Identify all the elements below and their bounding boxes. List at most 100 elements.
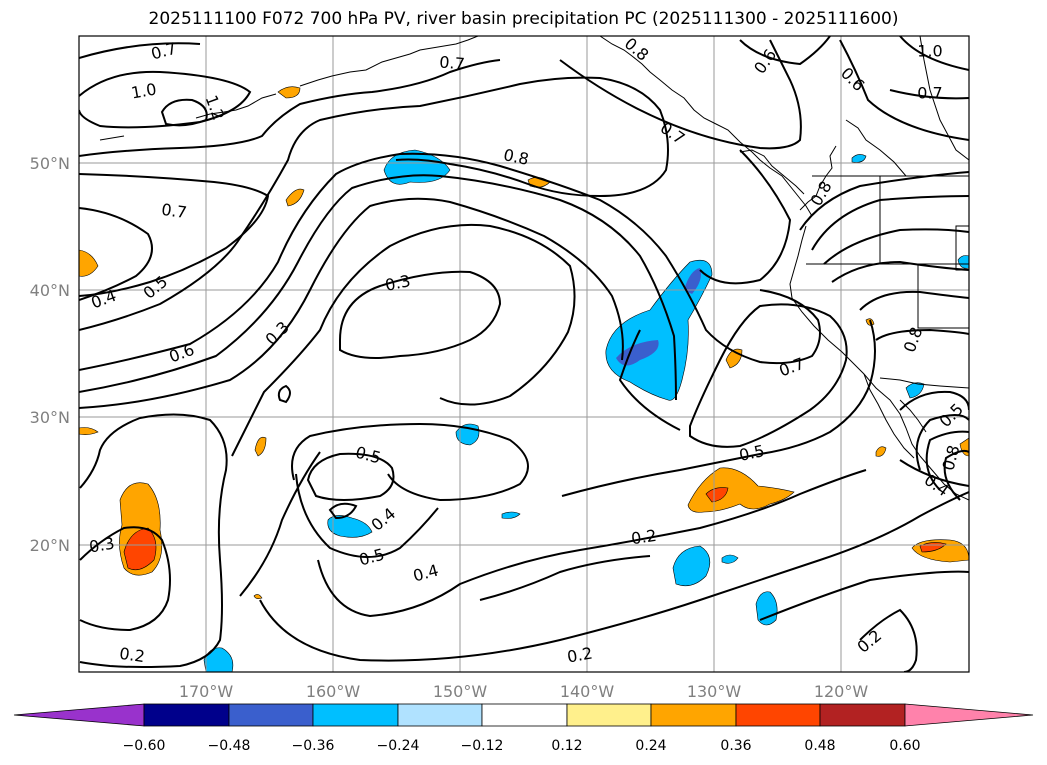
contour-line [79, 174, 677, 401]
contour-label: 1.0 [917, 42, 942, 61]
contour-line [799, 171, 969, 231]
contour-label: 0.3 [88, 533, 116, 556]
border-mex [879, 377, 969, 389]
pv-contours [79, 36, 969, 672]
colorbar-tick-label: −0.48 [208, 738, 251, 754]
precip-negative-patch [905, 382, 925, 399]
colorbar-extend-low [13, 703, 145, 727]
contour-label: 0.3 [383, 271, 412, 295]
lat-tick-label: 30°N [30, 408, 70, 427]
precip-positive-patch [285, 188, 305, 207]
lon-tick-label: 130°W [687, 682, 742, 701]
bc-islands-coast [739, 145, 837, 211]
precip-negative-patch [327, 515, 373, 538]
precip-positive-patch [277, 86, 301, 99]
precip-negative-patch [501, 511, 521, 519]
precip-positive-patch [79, 249, 99, 277]
contour-line [859, 608, 918, 672]
precip-negative-patch [672, 545, 711, 587]
colorbar-ticks: −0.60 −0.48 −0.36 −0.24 −0.12 0.12 0.24 … [123, 738, 921, 754]
contour-label: 0.7 [657, 118, 689, 148]
colorbar-tick-label: −0.60 [123, 738, 166, 754]
contour-label: 0.8 [939, 443, 964, 473]
contour-line [79, 413, 228, 668]
longitude-ticks: 170°W 160°W 150°W 140°W 130°W 120°W [179, 682, 869, 701]
contour-label: 0.5 [357, 545, 387, 570]
lon-tick-label: 160°W [306, 682, 361, 701]
colorbar-swatch [650, 703, 737, 727]
contour-label: 0.4 [411, 561, 441, 586]
colorbar-tick-label: 0.12 [551, 738, 582, 754]
contour-label: 0.2 [566, 643, 594, 666]
contour-label: 0.8 [900, 324, 927, 354]
contour-line [559, 39, 802, 150]
contour-line [339, 270, 502, 359]
colorbar-swatch [735, 703, 821, 727]
contour-line [79, 526, 171, 632]
contour-label: 0.2 [118, 644, 146, 666]
colorbar-tick-label: −0.12 [461, 738, 504, 754]
contour-line [899, 459, 969, 487]
contour-label: 0.8 [621, 34, 653, 65]
contour-line [899, 36, 969, 71]
lat-tick-label: 40°N [30, 281, 70, 300]
contour-line [79, 207, 153, 301]
contour-label: 0.8 [807, 178, 836, 210]
contour-line [859, 290, 969, 311]
contour-line [899, 390, 969, 501]
contour-line [79, 59, 501, 157]
contour-label: 0.8 [502, 145, 531, 169]
contour-line [831, 260, 969, 283]
contour-line [79, 197, 624, 409]
contour-line [277, 384, 291, 404]
colorbar-swatch [397, 703, 483, 727]
lat-tick-label: 50°N [30, 154, 70, 173]
precip-positive-patch [253, 594, 263, 599]
contour-line [618, 329, 681, 431]
contour-label: 0.5 [737, 441, 766, 465]
lon-tick-label: 150°W [433, 682, 488, 701]
contour-line [79, 173, 270, 297]
lon-tick-label: 170°W [179, 682, 234, 701]
contour-line [739, 36, 831, 66]
contour-label: 0.4 [368, 504, 400, 535]
contour-label: 0.5 [354, 443, 384, 468]
colorbar-tick-label: −0.36 [292, 738, 335, 754]
precip-negative-patch [755, 591, 778, 626]
precip-positive-patch [79, 427, 99, 435]
precip-positive-patch [254, 436, 267, 457]
precip-negative-patch [605, 259, 713, 401]
colorbar-tick-label: 0.36 [720, 738, 751, 754]
colorbar-swatch [143, 703, 230, 727]
colorbar-tick-label: 0.48 [804, 738, 835, 754]
contour-line [79, 70, 252, 129]
gridlines [79, 36, 969, 672]
lon-tick-label: 120°W [814, 682, 869, 701]
canada-interior [845, 36, 969, 177]
colorbar-swatch [312, 703, 399, 727]
contour-line [811, 195, 969, 251]
precip-negative-core [684, 268, 701, 294]
contour-line [79, 42, 201, 59]
precip-shading [79, 86, 969, 672]
contour-line [291, 422, 529, 502]
latitude-ticks: 50°N 40°N 30°N 20°N [30, 154, 70, 555]
colorbar-tick-label: 0.60 [889, 738, 920, 754]
contour-line [823, 228, 969, 265]
contour-label: 0.7 [439, 52, 466, 73]
contour-line [889, 89, 969, 100]
contour-line [79, 152, 821, 371]
contour-label: 0.2 [854, 626, 886, 657]
contour-labels: 0.7 1.0 1.2 0.7 0.6 0.8 0.7 1.0 0.7 0.7 … [88, 34, 967, 667]
contour-line [231, 223, 576, 457]
colorbar [13, 703, 1034, 727]
alaska-coast [99, 36, 813, 217]
colorbar-tick-label: −0.24 [377, 738, 420, 754]
contour-label: 0.2 [630, 526, 658, 548]
precip-negative-patch [851, 154, 867, 163]
colorbar-tick-label: 0.24 [635, 738, 666, 754]
contour-line [561, 319, 876, 497]
lon-tick-label: 140°W [560, 682, 615, 701]
contour-line [759, 570, 969, 621]
contour-label: 1.0 [130, 79, 158, 102]
